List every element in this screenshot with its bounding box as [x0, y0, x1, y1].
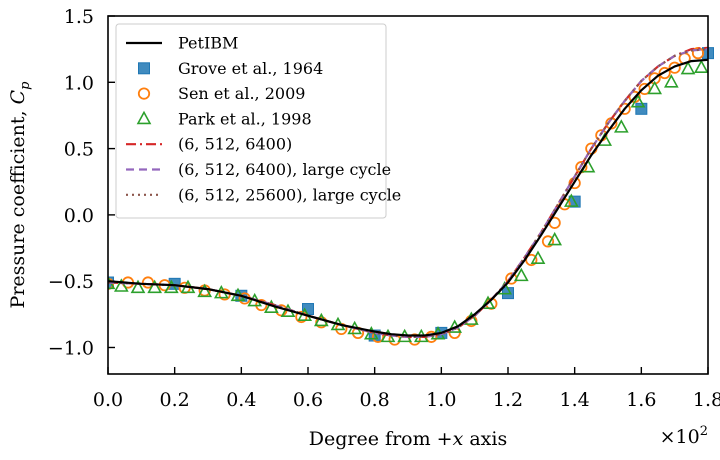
data-point [130, 279, 146, 294]
data-point [197, 283, 213, 298]
x-tick-label: 0.0 [93, 389, 123, 411]
data-point [480, 295, 496, 310]
legend-entry-6-512-6400: (6, 512, 6400) [126, 135, 292, 154]
x-tick-label: 1.8 [693, 389, 720, 411]
data-point [680, 60, 696, 75]
x-axis-multiplier: ×102 [660, 424, 708, 448]
y-tick-label: 1.0 [64, 72, 94, 94]
x-tick-label: 0.6 [293, 389, 323, 411]
data-point [563, 193, 579, 207]
legend-label: Sen et al., 2009 [178, 84, 305, 103]
legend: PetIBM Grove et al., 1964 Sen et al., 2009… [115, 23, 401, 219]
y-tick-label: 1.5 [64, 6, 94, 28]
data-point [647, 80, 663, 95]
series-layer [108, 46, 714, 346]
data-point [630, 94, 646, 108]
legend-label: (6, 512, 6400) [178, 135, 292, 154]
x-tick-label: 1.2 [493, 389, 523, 411]
legend-label: PetIBM [178, 34, 238, 53]
legend-label: Park et al., 1998 [178, 109, 312, 128]
series-line [108, 58, 709, 337]
x-tick-label: 0.8 [360, 389, 390, 411]
data-point [525, 253, 538, 267]
data-point [638, 82, 651, 96]
x-tick-label: 1.4 [560, 389, 590, 411]
data-point [547, 231, 563, 246]
x-axis-ticks: 0.0 0.2 0.4 0.6 0.8 1.0 1.2 1.4 1.6 1.8 [93, 367, 720, 411]
data-point [635, 102, 648, 115]
legend-label: Grove et al., 1964 [178, 59, 323, 78]
data-point [668, 61, 681, 74]
y-tick-label: −1.0 [48, 337, 94, 359]
x-tick-label: 1.6 [626, 389, 656, 411]
y-tick-label: 0.0 [64, 205, 94, 227]
x-tick-label: 0.2 [160, 389, 190, 411]
data-point [147, 279, 163, 294]
legend-marker-swatch [137, 87, 151, 100]
data-point [658, 66, 671, 80]
legend-label: (6, 512, 25600), large cycle [178, 185, 401, 204]
legend-marker-swatch [138, 62, 150, 75]
data-point [541, 235, 555, 248]
data-point [663, 74, 679, 88]
x-tick-label: 1.0 [426, 389, 456, 411]
x-tick-label: 0.4 [226, 389, 256, 411]
series-petibm [108, 58, 709, 337]
data-point [613, 119, 629, 133]
data-point [113, 278, 129, 292]
legend-marker-swatch [136, 110, 152, 125]
legend-label: (6, 512, 6400), large cycle [178, 160, 391, 179]
plot-frame [107, 15, 709, 375]
data-point [315, 316, 328, 329]
legend-frame [115, 23, 387, 219]
legend-entry-6-512-25600-large-cycle: (6, 512, 25600), large cycle [126, 185, 401, 204]
data-point [363, 326, 379, 340]
legend-entry-sen-et-al-2009: Sen et al., 2009 [137, 84, 305, 103]
data-point [295, 310, 308, 324]
y-axis-label: Pressure coefficient, Cp [7, 81, 33, 309]
y-tick-label: −0.5 [48, 271, 94, 293]
y-axis-ticks: −1.0 −0.5 0.0 0.5 1.0 1.5 [48, 6, 115, 359]
y-tick-label: 0.5 [64, 139, 94, 161]
data-point [530, 250, 546, 264]
legend-entry-park-et-al-1998: Park et al., 1998 [136, 109, 312, 128]
legend-entry-6-512-6400-large-cycle: (6, 512, 6400), large cycle [126, 160, 391, 179]
data-point [691, 47, 705, 60]
data-point [513, 267, 529, 282]
legend-entry-petibm: PetIBM [126, 34, 238, 53]
legend-entry-grove-et-al-1964: Grove et al., 1964 [138, 59, 323, 78]
data-point [693, 59, 709, 74]
data-point [163, 279, 179, 294]
x-axis-label: Degree from +x axis [309, 428, 507, 450]
